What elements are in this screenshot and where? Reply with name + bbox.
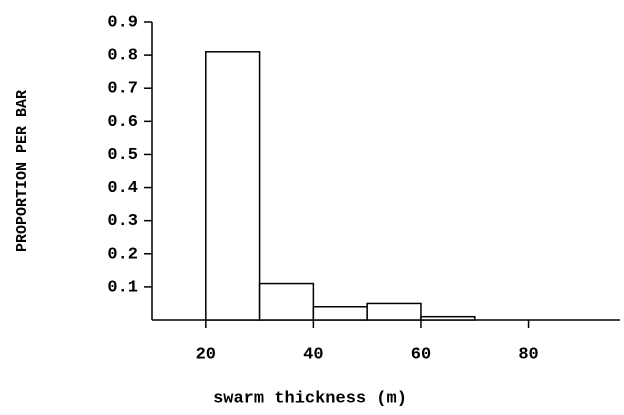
- y-tick-label: 0.9: [107, 13, 138, 32]
- y-tick-label: 0.2: [107, 245, 138, 264]
- y-tick-label: 0.3: [107, 212, 138, 231]
- y-tick-label: 0.4: [107, 179, 138, 198]
- x-tick-label: 40: [303, 345, 323, 364]
- bar: [420, 315, 476, 321]
- x-tick-label: 60: [411, 345, 431, 364]
- bar: [366, 302, 422, 321]
- bar: [205, 51, 261, 321]
- bar: [258, 282, 315, 321]
- y-axis-label: PROPORTION PER BAR: [14, 90, 31, 252]
- x-axis-label: swarm thickness (m): [213, 389, 407, 408]
- x-tick-label: 20: [196, 345, 216, 364]
- y-tick-label: 0.1: [107, 278, 138, 297]
- x-tick-label: 80: [518, 345, 538, 364]
- y-tick-label: 0.5: [107, 146, 138, 165]
- bar: [312, 306, 368, 321]
- y-tick-label: 0.8: [107, 47, 138, 66]
- y-tick-label: 0.6: [107, 113, 138, 132]
- y-tick-label: 0.7: [107, 80, 138, 99]
